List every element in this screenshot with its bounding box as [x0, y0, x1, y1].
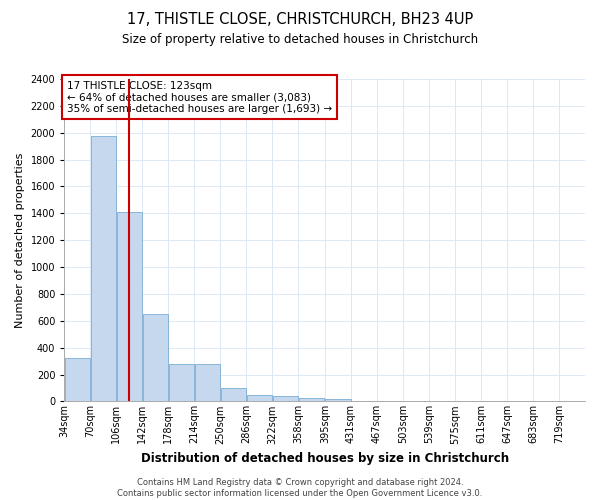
Text: Size of property relative to detached houses in Christchurch: Size of property relative to detached ho… — [122, 32, 478, 46]
Text: Contains HM Land Registry data © Crown copyright and database right 2024.
Contai: Contains HM Land Registry data © Crown c… — [118, 478, 482, 498]
X-axis label: Distribution of detached houses by size in Christchurch: Distribution of detached houses by size … — [140, 452, 509, 465]
Bar — [91, 136, 116, 402]
Bar — [194, 364, 220, 402]
Bar — [116, 212, 142, 402]
Bar — [299, 398, 324, 402]
Bar — [325, 398, 351, 402]
Text: 17, THISTLE CLOSE, CHRISTCHURCH, BH23 4UP: 17, THISTLE CLOSE, CHRISTCHURCH, BH23 4U… — [127, 12, 473, 28]
Bar — [143, 314, 168, 402]
Bar — [65, 358, 90, 402]
Bar — [169, 364, 194, 402]
Bar — [272, 396, 298, 402]
Text: 17 THISTLE CLOSE: 123sqm
← 64% of detached houses are smaller (3,083)
35% of sem: 17 THISTLE CLOSE: 123sqm ← 64% of detach… — [67, 80, 332, 114]
Bar — [221, 388, 246, 402]
Y-axis label: Number of detached properties: Number of detached properties — [15, 152, 25, 328]
Bar — [247, 394, 272, 402]
